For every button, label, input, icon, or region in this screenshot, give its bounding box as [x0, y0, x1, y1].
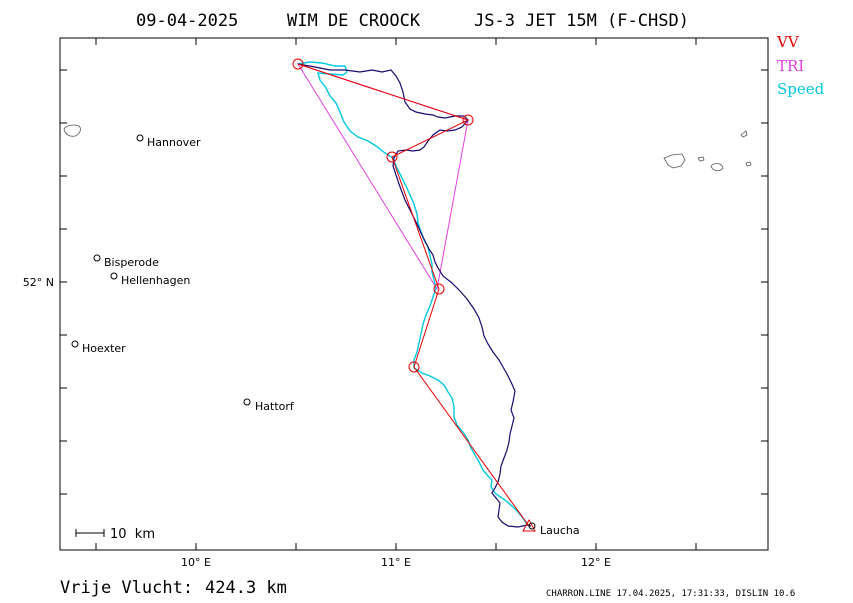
- scale-bar: 10 km: [75, 527, 155, 542]
- vv-free-flight: [297, 63, 530, 527]
- turnpoint-2: [462, 114, 474, 126]
- x-tick-10e: 10° E: [181, 556, 211, 569]
- place-label-hannover: Hannover: [147, 136, 201, 149]
- turnpoints: [292, 58, 536, 532]
- place-label-bisperode: Bisperode: [104, 256, 159, 269]
- lake-outlines: [63, 124, 752, 172]
- place-hellenhagen: Hellenhagen: [110, 272, 190, 287]
- glider-info: JS-3 JET 15M (F-CHSD): [474, 11, 689, 31]
- scale-bar-label: 10 km: [110, 527, 155, 542]
- legend-tri: TRI: [777, 57, 804, 75]
- turnpoint-5: [408, 361, 420, 373]
- turnpoint-4: [433, 283, 445, 295]
- legend-vv: VV: [776, 33, 800, 51]
- turnpoint-1: [292, 58, 304, 70]
- place-hattorf: Hattorf: [243, 398, 295, 413]
- place-hoexter: Hoexter: [71, 340, 126, 355]
- flight-date: 09-04-2025: [136, 11, 238, 31]
- distance-value: 424.3 km: [205, 578, 287, 598]
- place-hannover: Hannover: [136, 134, 201, 149]
- place-label-laucha: Laucha: [540, 524, 580, 537]
- y-tick-52n: 52° N: [23, 276, 54, 289]
- turnpoint-3: [386, 151, 398, 163]
- map-frame: [59, 37, 769, 551]
- pilot-name: WIM DE CROOCK: [287, 11, 421, 31]
- place-label-hellenhagen: Hellenhagen: [121, 274, 190, 287]
- finish-triangle: [522, 518, 536, 532]
- place-laucha: Laucha: [528, 522, 580, 537]
- distance-label: Vrije Vlucht:: [60, 578, 193, 598]
- place-bisperode: Bisperode: [93, 254, 159, 269]
- place-label-hoexter: Hoexter: [82, 342, 126, 355]
- x-tick-11e: 11° E: [381, 556, 411, 569]
- place-label-hattorf: Hattorf: [255, 400, 295, 413]
- speed-track: [297, 61, 530, 527]
- x-tick-12e: 12° E: [581, 556, 611, 569]
- flight-track: [297, 63, 532, 528]
- footer-info: CHARRON.LINE 17.04.2025, 17:31:33, DISLI…: [546, 589, 795, 599]
- axis-ticks: [60, 38, 768, 550]
- legend-speed: Speed: [777, 80, 825, 98]
